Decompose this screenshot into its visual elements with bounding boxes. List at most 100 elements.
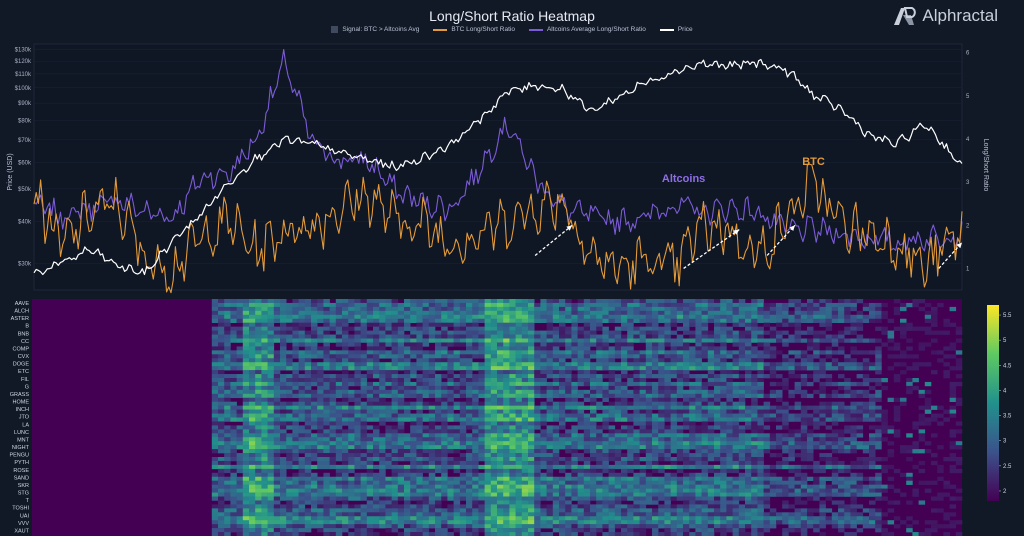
heatmap-cell bbox=[757, 429, 764, 434]
heatmap-cell bbox=[521, 441, 529, 446]
heatmap-cell bbox=[410, 417, 417, 422]
heatmap-cell bbox=[689, 310, 696, 316]
heatmap-cell bbox=[676, 437, 684, 442]
heatmap-cell bbox=[552, 302, 560, 308]
heatmap-cell bbox=[614, 480, 622, 485]
heatmap-cell bbox=[435, 358, 442, 363]
heatmap-cell bbox=[608, 302, 616, 308]
heatmap-cell bbox=[670, 393, 678, 399]
heatmap-cell bbox=[856, 310, 864, 316]
heatmap-cell bbox=[416, 302, 423, 308]
heatmap-cell bbox=[881, 326, 888, 331]
heatmap-cell bbox=[602, 441, 609, 446]
heatmap-cell bbox=[255, 393, 262, 399]
heatmap-cell bbox=[602, 385, 609, 391]
heatmap-cell bbox=[596, 385, 603, 391]
heatmap-cell bbox=[273, 334, 281, 339]
heatmap-cell bbox=[373, 397, 380, 402]
heatmap-cell bbox=[267, 453, 275, 458]
heatmap-cell bbox=[521, 322, 529, 327]
heatmap-cell bbox=[335, 389, 343, 395]
heatmap-cell bbox=[645, 310, 653, 316]
heatmap-cell bbox=[900, 334, 907, 339]
heatmap-cell bbox=[565, 326, 572, 331]
heatmap-cell bbox=[348, 457, 355, 462]
heatmap-cell bbox=[652, 401, 659, 406]
heatmap-cell bbox=[943, 354, 950, 359]
heatmap-cell bbox=[410, 393, 417, 399]
heatmap-cell bbox=[794, 433, 802, 438]
heatmap-cell bbox=[360, 429, 368, 434]
heatmap-cell bbox=[776, 330, 783, 335]
heatmap-cell bbox=[652, 302, 659, 308]
heatmap-cell bbox=[224, 338, 231, 343]
heatmap-cell bbox=[453, 417, 461, 422]
heatmap-cell bbox=[255, 433, 262, 438]
heatmap-cell bbox=[695, 306, 702, 312]
heatmap-cell bbox=[435, 453, 442, 458]
heatmap-cell bbox=[348, 350, 355, 355]
heatmap-cell bbox=[782, 378, 789, 383]
heatmap-cell bbox=[869, 437, 876, 442]
heatmap-cell bbox=[701, 425, 709, 430]
heatmap-cell bbox=[844, 437, 851, 442]
heatmap-cell bbox=[459, 472, 467, 478]
heatmap-cell bbox=[614, 484, 622, 489]
heatmap-cell bbox=[304, 322, 312, 327]
heatmap-cell bbox=[466, 393, 473, 399]
heatmap-cell bbox=[714, 385, 721, 391]
heatmap-cell bbox=[540, 417, 547, 422]
heatmap-cell bbox=[218, 401, 225, 406]
heatmap-cell bbox=[422, 401, 430, 406]
heatmap-cell bbox=[466, 354, 473, 359]
heatmap-cell bbox=[515, 326, 523, 331]
heatmap-cell bbox=[416, 397, 423, 402]
heatmap-cell bbox=[515, 449, 523, 454]
heatmap-cell bbox=[590, 413, 597, 418]
heatmap-cell bbox=[949, 413, 957, 418]
heatmap-cell bbox=[218, 334, 225, 339]
heatmap-cell bbox=[707, 445, 715, 450]
heatmap-cell bbox=[379, 299, 386, 304]
heatmap-cell bbox=[261, 366, 268, 371]
heatmap-cell bbox=[329, 354, 337, 359]
heatmap-cell bbox=[255, 457, 262, 462]
heatmap-cell bbox=[466, 302, 473, 308]
heatmap-cell bbox=[459, 476, 467, 481]
heatmap-cell bbox=[304, 449, 312, 454]
heatmap-cell bbox=[273, 480, 281, 485]
heatmap-cell bbox=[422, 326, 430, 331]
heatmap-cell bbox=[850, 429, 857, 434]
heatmap-cell bbox=[286, 314, 293, 320]
heatmap-cell bbox=[342, 417, 349, 422]
heatmap-cell bbox=[236, 445, 244, 450]
heatmap-cell bbox=[435, 417, 442, 422]
heatmap-cell bbox=[763, 409, 771, 414]
heatmap-cell bbox=[422, 453, 430, 458]
heatmap-cell bbox=[298, 389, 306, 395]
heatmap-cell bbox=[379, 342, 386, 347]
heatmap-cell bbox=[577, 476, 585, 481]
heatmap-cell bbox=[813, 468, 820, 474]
heatmap-cell bbox=[633, 409, 640, 414]
heatmap-cell bbox=[565, 362, 572, 367]
heatmap-cell bbox=[503, 381, 510, 387]
heatmap-cell bbox=[565, 413, 572, 418]
heatmap-cell bbox=[738, 484, 746, 489]
heatmap-cell bbox=[621, 393, 628, 399]
heatmap-cell bbox=[280, 362, 287, 367]
heatmap-cell bbox=[242, 464, 250, 470]
heatmap-cell bbox=[379, 326, 386, 331]
heatmap-cell bbox=[726, 405, 733, 410]
heatmap-cell bbox=[441, 433, 448, 438]
heatmap-cell bbox=[342, 362, 349, 367]
heatmap-cell bbox=[211, 445, 219, 450]
heatmap-cell bbox=[633, 299, 640, 304]
heatmap-cell bbox=[850, 302, 857, 308]
heatmap-cell bbox=[757, 425, 764, 430]
heatmap-cell bbox=[949, 366, 957, 371]
heatmap-cell bbox=[689, 453, 696, 458]
heatmap-cell bbox=[478, 429, 485, 434]
heatmap-cell bbox=[869, 484, 876, 489]
heatmap-cell bbox=[230, 409, 237, 414]
